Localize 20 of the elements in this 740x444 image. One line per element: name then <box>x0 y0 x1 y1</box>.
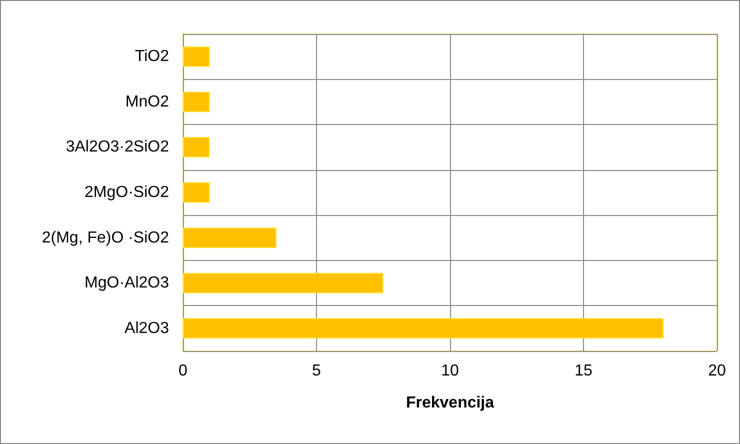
y-tick-label: MnO2 <box>125 93 170 110</box>
x-tick-label: 5 <box>312 362 322 380</box>
x-tick-label: 15 <box>574 362 592 380</box>
y-tick-label: Al2O3 <box>124 320 170 337</box>
bar <box>183 272 384 294</box>
y-tick-label: 2MgO·SiO2 <box>84 184 170 201</box>
bar <box>183 46 210 67</box>
bar <box>183 318 664 339</box>
bar <box>183 92 210 112</box>
y-tick-label: 2(Mg, Fe)O ·SiO2 <box>42 229 170 246</box>
bar <box>183 228 276 248</box>
x-tick-label: 20 <box>708 362 726 380</box>
x-tick-label: 0 <box>178 362 188 380</box>
bar <box>183 137 210 158</box>
y-tick-label: 3Al2O3·2SiO2 <box>66 138 170 156</box>
x-tick-label: 10 <box>441 362 459 380</box>
y-tick-label: MgO·Al2O3 <box>84 274 170 292</box>
x-axis-title: Frekvencija <box>406 394 494 412</box>
y-tick-label: TiO2 <box>134 48 170 66</box>
bar <box>183 182 210 203</box>
